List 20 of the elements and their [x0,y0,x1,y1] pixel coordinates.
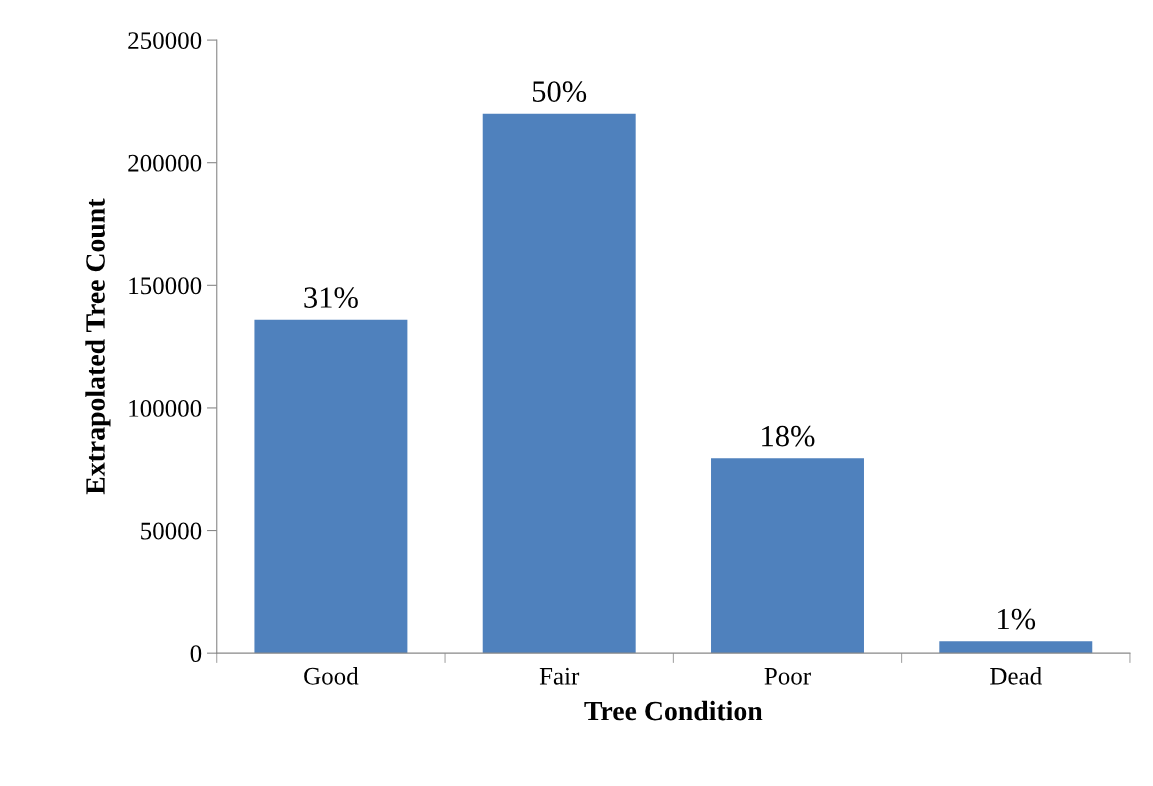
y-tick-label: 150000 [129,277,202,295]
y-tick-label: 200000 [128,154,202,172]
y-tick-label: 250000 [128,32,202,50]
x-tick-label: Fair [539,667,580,685]
y-tick-label: 50000 [141,522,202,540]
y-tick-label: 100000 [129,399,202,417]
bar [711,458,864,654]
bar [939,641,1093,654]
annotation: 18% [762,425,815,447]
x-tick-label: Dead [990,667,1042,685]
bar [482,113,636,654]
y-tick-label: 0 [190,645,202,663]
annotation: 31% [304,287,358,308]
annotation: 1% [998,608,1036,630]
x-tick-label: Good [304,667,359,685]
x-tick-label: Poor [764,668,811,685]
bar [254,319,408,654]
x-axis-title: Tree Condition [584,700,763,721]
y-axis-title: Extrapolated Tree Count [85,198,111,495]
annotation: 50% [532,81,587,102]
